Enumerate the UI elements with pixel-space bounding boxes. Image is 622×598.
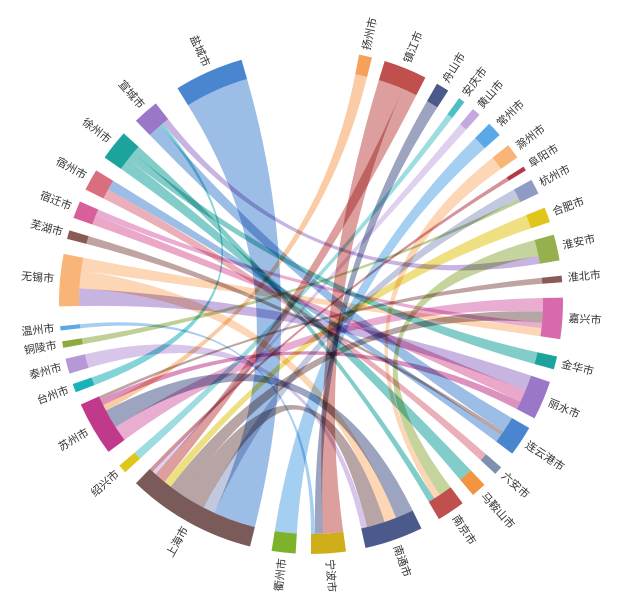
arc-label: 宿州市 <box>54 154 90 182</box>
arc-label: 镇江市 <box>400 29 425 65</box>
arc-label: 连云港市 <box>523 438 567 474</box>
chord-ribbon <box>103 189 487 461</box>
chord-arc <box>67 230 89 244</box>
arc-label: 宣城市 <box>116 77 148 111</box>
chord-ribbon <box>105 373 413 518</box>
chord-ribbon <box>81 257 542 337</box>
chord-arc <box>526 207 550 229</box>
arc-label: 常州市 <box>493 97 527 130</box>
arc-label: 阜阳市 <box>526 141 561 170</box>
arc-label: 合肥市 <box>550 194 586 219</box>
chord-arc <box>447 98 465 118</box>
arc-label: 芜湖市 <box>29 217 65 239</box>
chord-arc <box>271 531 297 554</box>
chord-arc <box>516 375 550 419</box>
arc-label: 舟山市 <box>439 50 468 85</box>
arc-label: 宿迁市 <box>38 188 74 213</box>
chord-ribbon <box>188 78 282 528</box>
chord-ribbon <box>183 405 385 528</box>
chord-arc <box>60 324 81 331</box>
chord-arc <box>378 61 426 96</box>
chord-ribbon <box>108 180 502 442</box>
arc-label: 扬州市 <box>359 16 380 51</box>
arc-label: 绍兴市 <box>88 467 122 499</box>
chord-arc <box>72 377 95 393</box>
chord-arc <box>59 253 84 307</box>
chord-ribbon <box>162 119 540 271</box>
arc-label: 南通市 <box>390 543 414 579</box>
arc-label: 台州市 <box>35 383 71 407</box>
chord-arc <box>540 297 563 340</box>
chord-arc <box>177 59 248 106</box>
arc-label: 衢州市 <box>271 558 289 592</box>
chord-arc <box>427 83 449 108</box>
chord-arc <box>534 352 558 370</box>
ribbons-layer <box>79 74 544 534</box>
chord-arc <box>85 170 114 199</box>
chord-arc <box>311 531 347 554</box>
chord-ribbon <box>92 215 526 402</box>
chord-arc <box>119 452 140 473</box>
chord-arc <box>355 54 372 77</box>
arc-label: 无锡市 <box>21 269 55 286</box>
arc-label: 丽水市 <box>546 395 582 421</box>
chord-ribbon <box>314 101 438 534</box>
chord-arc <box>496 418 530 454</box>
chord-ribbon <box>100 351 521 410</box>
chord-arc <box>361 510 422 549</box>
chord-arc <box>62 338 83 348</box>
chord-arc <box>541 275 563 284</box>
chord-arc <box>135 468 255 547</box>
chord-arc <box>428 487 463 520</box>
arc-label: 泰州市 <box>28 360 63 382</box>
chord-arc <box>480 454 502 474</box>
chord-arc <box>534 234 560 264</box>
chord-arc <box>475 123 500 149</box>
arc-label: 滁州市 <box>513 121 548 152</box>
arc-label: 马鞍山市 <box>478 489 518 531</box>
arc-label: 上海市 <box>163 524 191 560</box>
arc-label: 盐城市 <box>187 33 213 69</box>
chord-ribbon <box>128 152 538 364</box>
arc-label: 宁波市 <box>323 559 339 593</box>
chord-arc <box>135 103 169 136</box>
chord-arc <box>104 133 139 169</box>
arc-label: 杭州市 <box>537 162 573 190</box>
chord-arc <box>73 201 99 225</box>
chord-arc <box>65 354 89 374</box>
arc-label: 铜陵市 <box>23 338 58 357</box>
chord-ribbon <box>79 288 532 391</box>
arc-label: 南京市 <box>449 512 479 547</box>
chord-arc <box>460 108 480 130</box>
chord-ribbon <box>155 88 417 482</box>
arc-label: 苏州市 <box>56 425 92 454</box>
arc-label: 金华市 <box>560 357 595 379</box>
chord-arc <box>513 179 539 203</box>
arcs-layer <box>59 54 563 554</box>
arc-label: 六安市 <box>499 469 533 501</box>
arc-label: 淮安市 <box>561 231 596 252</box>
chord-arc <box>506 166 526 181</box>
chord-arc <box>460 470 485 496</box>
chord-arc <box>80 396 125 452</box>
arc-label: 徐州市 <box>80 115 115 146</box>
chord-ribbon <box>274 137 485 534</box>
arc-label: 淮北市 <box>567 267 601 284</box>
arc-label: 温州市 <box>21 321 55 338</box>
arc-label: 嘉兴市 <box>568 311 602 327</box>
chord-ribbon <box>120 159 471 480</box>
chord-arc <box>492 145 518 169</box>
